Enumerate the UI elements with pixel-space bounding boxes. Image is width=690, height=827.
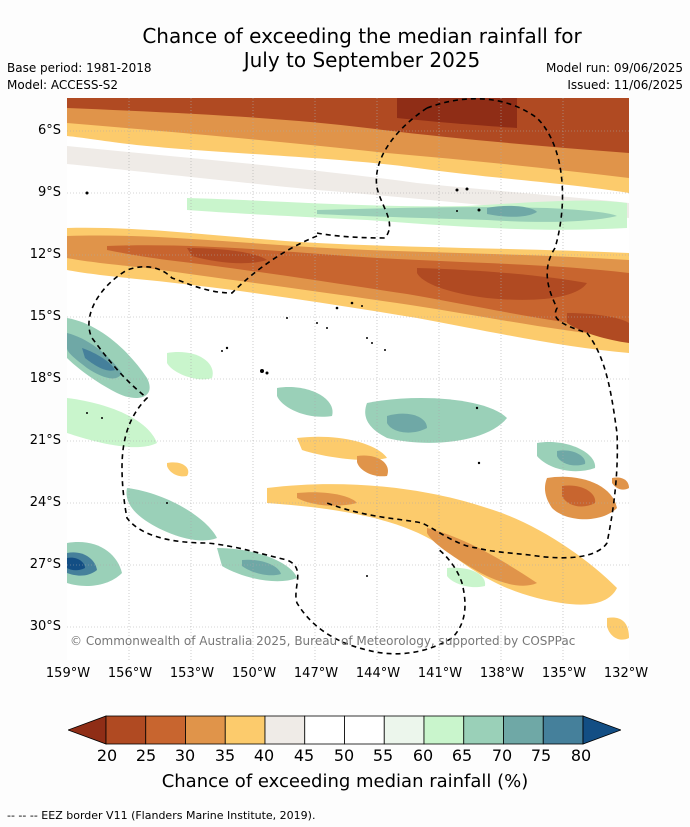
colorbar-segment — [423, 715, 465, 745]
rainfall-map-svg — [67, 98, 629, 660]
lat-label-21s: 21°S — [29, 433, 61, 448]
lon-label-138w: 138°W — [479, 666, 525, 681]
issued-label: Issued: 11/06/2025 — [567, 78, 683, 92]
map-title-line-2: July to September 2025 — [243, 48, 481, 72]
colorbar-label: 50 — [333, 746, 355, 765]
colorbar-segment — [264, 715, 306, 745]
colorbar-upper-extension — [582, 715, 621, 745]
colorbar-segment — [344, 715, 385, 745]
lat-label-24s: 24°S — [29, 495, 61, 510]
lon-label-159w: 159°W — [45, 666, 91, 681]
lon-label-147w: 147°W — [293, 666, 339, 681]
colorbar-segment — [185, 715, 226, 745]
colorbar-segment — [224, 715, 266, 745]
lat-label-30s: 30°S — [29, 619, 61, 634]
lat-label-12s: 12°S — [29, 247, 61, 262]
map-title-line-1: Chance of exceeding the median rainfall … — [142, 24, 582, 48]
model-label: Model: ACCESS-S2 — [7, 78, 119, 92]
colorbar-segment — [105, 715, 147, 745]
eez-border-west — [88, 235, 466, 655]
colorbar-label: 55 — [372, 746, 394, 765]
lon-label-141w: 141°W — [417, 666, 463, 681]
colorbar-label: 35 — [214, 746, 236, 765]
lon-label-132w: 132°W — [603, 666, 649, 681]
colorbar-label: 70 — [491, 746, 513, 765]
colorbar-label: 80 — [570, 746, 592, 765]
colorbar-segment — [145, 715, 186, 745]
lon-label-144w: 144°W — [355, 666, 401, 681]
map-gridlines — [67, 98, 629, 660]
colorbar-segment — [542, 715, 584, 745]
model-run-label: Model run: 09/06/2025 — [545, 61, 683, 75]
colorbar-label: 45 — [293, 746, 315, 765]
colorbar — [68, 715, 621, 745]
colorbar-segment — [304, 715, 345, 745]
colorbar-title: Chance of exceeding median rainfall (%) — [161, 771, 529, 792]
lat-label-18s: 18°S — [29, 371, 61, 386]
colorbar-label: 65 — [451, 746, 473, 765]
colorbar-lower-extension — [68, 715, 107, 745]
lat-label-15s: 15°S — [29, 309, 61, 324]
eez-legend-note: -- -- -- EEZ border V11 (Flanders Marine… — [7, 809, 316, 822]
lat-label-6s: 6°S — [37, 123, 61, 138]
colorbar-label: 60 — [412, 746, 434, 765]
eez-border-north-inner — [316, 107, 428, 239]
copyright-notice: © Commonwealth of Australia 2025, Bureau… — [70, 634, 576, 648]
islands — [85, 187, 481, 577]
eez-border-north — [326, 98, 619, 559]
colorbar-label: 75 — [530, 746, 552, 765]
lon-label-156w: 156°W — [107, 666, 153, 681]
colorbar-label: 20 — [96, 746, 118, 765]
lon-label-150w: 150°W — [231, 666, 277, 681]
colorbar-segment — [503, 715, 544, 745]
lat-label-9s: 9°S — [37, 185, 61, 200]
lat-label-27s: 27°S — [29, 557, 61, 572]
colorbar-segment — [463, 715, 504, 745]
colorbar-label: 25 — [135, 746, 157, 765]
lon-label-135w: 135°W — [541, 666, 587, 681]
lon-label-153w: 153°W — [169, 666, 215, 681]
colorbar-label: 30 — [174, 746, 196, 765]
colorbar-label: 40 — [253, 746, 275, 765]
base-period-label: Base period: 1981-2018 — [7, 61, 152, 75]
colorbar-segment — [383, 715, 425, 745]
rainfall-map — [67, 98, 629, 660]
